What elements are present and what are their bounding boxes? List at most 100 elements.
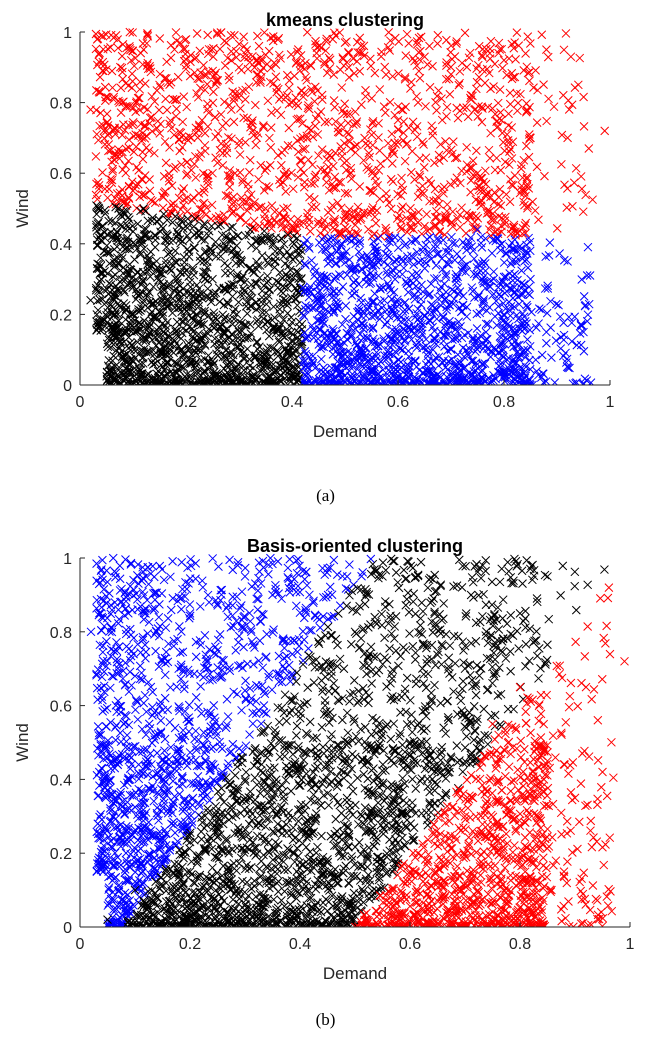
data-point <box>185 600 195 609</box>
data-point <box>162 215 172 225</box>
y-tick-label: 0.8 <box>50 96 72 113</box>
data-point <box>124 875 133 885</box>
data-point <box>431 220 440 230</box>
data-point <box>322 177 331 187</box>
data-point <box>344 47 353 57</box>
data-point <box>269 79 278 88</box>
data-point <box>439 379 449 385</box>
data-point <box>235 202 245 211</box>
data-point <box>274 95 284 104</box>
data-point <box>181 35 191 44</box>
data-point <box>530 206 540 215</box>
data-point <box>438 264 447 274</box>
data-point <box>185 359 195 369</box>
data-point <box>197 234 206 244</box>
data-point <box>174 221 184 230</box>
data-point <box>562 362 572 372</box>
data-point <box>369 367 378 376</box>
data-point <box>438 312 448 321</box>
data-point <box>393 102 403 111</box>
data-point <box>139 45 148 55</box>
data-point <box>157 269 167 279</box>
data-point <box>204 108 214 118</box>
data-point <box>434 352 444 362</box>
data-point <box>502 70 512 80</box>
data-point <box>128 227 138 236</box>
data-point <box>384 365 394 375</box>
data-point <box>240 354 250 363</box>
data-point <box>184 717 193 727</box>
data-point <box>552 224 562 233</box>
data-point <box>156 227 165 237</box>
data-point <box>131 346 141 356</box>
data-point <box>386 204 396 214</box>
data-point <box>145 288 154 297</box>
data-point <box>434 156 444 165</box>
data-point <box>452 249 462 259</box>
data-point <box>439 153 449 163</box>
data-point <box>500 157 510 167</box>
data-point <box>95 72 105 82</box>
data-point <box>186 554 195 564</box>
data-point <box>412 268 422 278</box>
data-point <box>118 221 127 231</box>
data-point <box>390 303 400 313</box>
data-point <box>561 348 570 358</box>
data-point <box>339 338 349 347</box>
data-point <box>196 682 205 691</box>
data-point <box>239 113 249 123</box>
data-point <box>135 804 145 814</box>
data-point <box>433 30 443 40</box>
data-point <box>214 562 223 572</box>
data-point <box>515 340 524 350</box>
data-point <box>136 359 145 369</box>
data-point <box>462 245 471 255</box>
data-point <box>106 175 115 184</box>
data-point <box>144 331 153 340</box>
data-point <box>262 163 272 173</box>
data-point <box>340 99 350 109</box>
data-point <box>171 162 180 172</box>
data-point <box>225 662 234 672</box>
data-point <box>346 356 356 366</box>
data-point <box>329 70 339 79</box>
data-point <box>440 213 450 223</box>
data-point <box>203 177 213 186</box>
x-tick-label: 0.2 <box>175 394 197 411</box>
data-point <box>235 317 244 327</box>
data-point <box>313 130 323 139</box>
data-point <box>128 283 138 293</box>
data-point <box>504 138 513 148</box>
data-point <box>471 272 481 281</box>
data-point <box>287 362 297 372</box>
data-point <box>167 181 177 191</box>
data-point <box>498 331 508 341</box>
data-point <box>522 249 532 258</box>
data-point <box>402 139 412 148</box>
data-point <box>559 330 569 340</box>
data-point <box>523 32 533 41</box>
data-point <box>181 577 190 587</box>
data-point <box>499 258 509 267</box>
data-point <box>331 297 341 307</box>
data-point <box>173 72 183 82</box>
data-point <box>263 316 273 326</box>
data-point <box>160 293 169 303</box>
data-point <box>322 272 332 282</box>
data-point <box>128 120 138 130</box>
data-point <box>343 335 352 345</box>
data-point <box>505 197 515 207</box>
data-point <box>449 286 459 296</box>
data-point <box>482 306 492 316</box>
data-point <box>431 240 440 250</box>
data-point <box>273 84 283 94</box>
data-point <box>454 369 463 378</box>
data-point <box>326 233 336 243</box>
data-point <box>126 55 136 65</box>
data-point <box>367 130 377 140</box>
data-point <box>476 238 486 248</box>
data-point <box>409 260 419 269</box>
data-point <box>355 236 365 246</box>
data-point <box>432 91 442 101</box>
data-point <box>412 40 422 49</box>
